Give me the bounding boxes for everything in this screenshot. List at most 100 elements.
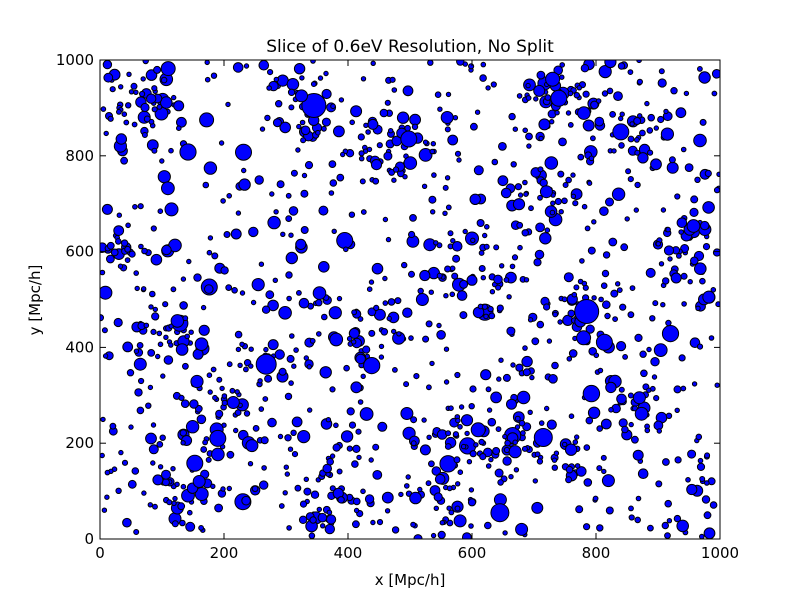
data-point-g1204: [138, 243, 144, 250]
data-point-g766: [468, 403, 475, 410]
data-point-g830: [634, 181, 641, 189]
data-point-g768: [609, 111, 616, 118]
data-point-g263: [252, 425, 260, 432]
data-point-g1203: [619, 303, 627, 311]
data-point-g1173: [235, 143, 252, 161]
data-point-g1036: [405, 474, 411, 480]
data-point-g318: [408, 335, 414, 341]
data-point-g1128: [696, 462, 706, 471]
data-point-g360: [572, 200, 579, 207]
data-point-g638: [384, 99, 391, 106]
data-point-p6: [400, 130, 418, 148]
data-point-g954: [143, 322, 150, 329]
data-point-g171: [534, 249, 545, 260]
data-point-g745: [285, 192, 292, 199]
data-point-g1236: [190, 374, 204, 389]
data-point-g66: [559, 74, 565, 80]
data-point-g245: [456, 157, 462, 163]
data-point-g769: [433, 240, 439, 246]
data-point-g1254: [517, 244, 523, 251]
data-point-g458: [200, 446, 208, 453]
data-point-g65: [674, 193, 681, 200]
data-point-g1046: [150, 460, 156, 466]
data-point-g891: [580, 64, 590, 73]
data-point-g857: [646, 387, 652, 393]
data-point-p25: [440, 111, 454, 124]
data-point-g86: [565, 110, 572, 116]
data-point-g1368: [655, 241, 661, 247]
data-point-g808: [627, 69, 634, 75]
y-tick-label-0: 0: [84, 530, 94, 548]
data-point-g1143: [141, 286, 147, 292]
data-point-g1131: [467, 498, 477, 507]
data-point-g1277: [450, 238, 456, 244]
data-point-g50: [147, 349, 156, 357]
data-point-g348: [647, 113, 656, 122]
data-point-g782: [673, 385, 682, 394]
data-point-p5: [612, 123, 630, 141]
data-point-g1234: [214, 503, 224, 513]
data-point-g349: [396, 111, 410, 124]
data-point-g1189: [455, 481, 461, 487]
data-point-g1316: [269, 191, 275, 197]
x-axis-label: x [Mpc/h]: [375, 571, 446, 589]
data-point-g10: [349, 119, 356, 126]
data-point-g212: [207, 235, 214, 241]
data-point-g972: [363, 357, 381, 375]
y-tick-label-4: 800: [65, 147, 94, 165]
data-point-g513: [711, 90, 718, 97]
data-point-g1388: [494, 468, 504, 478]
data-point-g1034: [324, 523, 335, 535]
x-tick-label-3: 600: [458, 544, 487, 562]
data-point-g293: [225, 101, 231, 108]
data-point-p13: [470, 422, 486, 438]
data-point-g717: [629, 285, 636, 292]
data-point-g83: [551, 464, 558, 471]
data-point-g151: [137, 203, 144, 210]
data-point-g1290: [391, 328, 397, 335]
data-point-g1161: [434, 91, 442, 98]
data-point-p4: [533, 428, 553, 447]
data-point-g1327: [599, 206, 609, 216]
data-point-g273: [561, 296, 568, 303]
data-point-g287: [697, 66, 703, 72]
data-point-g373: [140, 102, 150, 113]
data-point-g112: [479, 74, 487, 82]
data-point-g1395: [198, 525, 205, 531]
data-point-g363: [673, 514, 682, 523]
data-point-g1085: [280, 231, 286, 238]
data-point-g404: [139, 90, 146, 98]
data-point-g1396: [537, 166, 544, 173]
data-point-g1351: [115, 238, 122, 245]
data-point-p9: [199, 112, 215, 128]
data-point-g1129: [118, 84, 124, 90]
data-point-g457: [318, 205, 329, 216]
data-point-g266: [164, 202, 179, 217]
data-point-g384: [483, 313, 489, 320]
data-point-g217: [485, 463, 492, 469]
data-point-g1133: [516, 93, 523, 99]
data-point-g464: [301, 172, 308, 179]
data-point-g1363: [636, 78, 644, 85]
data-point-g1233: [343, 364, 350, 372]
data-point-g281: [306, 364, 312, 370]
data-point-g310: [122, 517, 132, 528]
x-tick-label-4: 800: [582, 544, 611, 562]
data-point-g825: [419, 444, 431, 456]
data-point-g916: [180, 483, 187, 490]
data-point-g1072: [303, 355, 309, 361]
data-point-g1115: [528, 205, 534, 212]
data-point-g1242: [460, 414, 474, 427]
data-point-g817: [285, 271, 293, 279]
data-point-p10: [550, 89, 568, 107]
data-point-g1225: [616, 287, 623, 294]
data-point-g715: [206, 372, 213, 379]
data-point-g396: [618, 115, 624, 122]
data-point-g628: [566, 356, 573, 362]
data-point-g1056: [411, 123, 419, 131]
data-point-g998: [285, 215, 293, 223]
data-point-g792: [357, 133, 365, 141]
data-point-g1210: [325, 417, 332, 423]
data-point-g379: [533, 96, 539, 102]
data-point-g931: [523, 277, 530, 283]
